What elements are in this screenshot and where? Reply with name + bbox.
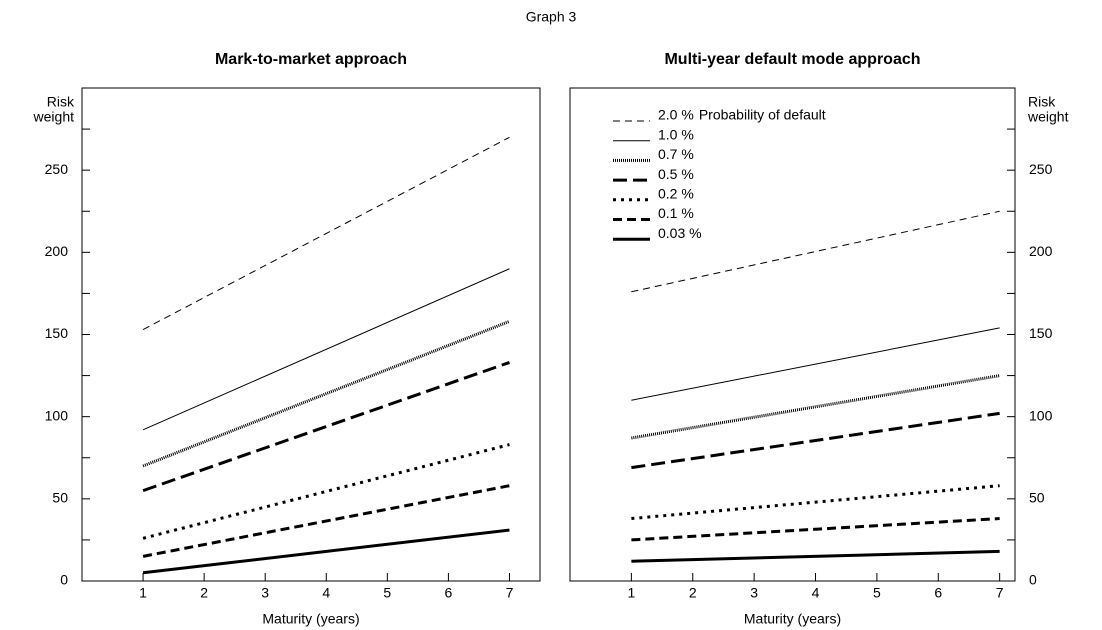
series-line [142,484,510,558]
x-tick-label: 2 [200,585,208,601]
legend-label: 1.0 % [658,126,694,142]
legend-label: 0.03 % [658,225,702,241]
x-tick-label: 5 [873,585,881,601]
y-tick-label: 50 [1029,490,1045,506]
legend-label: 0.5 % [658,166,694,182]
legend-label: 0.1 % [658,205,694,221]
plot-frame [81,87,541,582]
chart-title: Mark-to-market approach [215,51,407,68]
y-tick-label: 200 [45,243,69,259]
y-axis-label: weight [1027,109,1069,125]
x-tick-label: 1 [139,585,147,601]
x-tick-label: 5 [383,585,391,601]
series-line [142,443,510,540]
y-axis-label: Risk [47,94,75,110]
series-line [142,361,510,493]
series-line [142,319,511,468]
legend-label: 0.2 % [658,186,694,202]
y-tick-label: 100 [1029,407,1053,423]
x-tick-label: 4 [322,585,330,601]
x-tick-label: 6 [934,585,942,601]
chart-title: Multi-year default mode approach [664,51,920,68]
series-line [631,549,1000,563]
plot-frame [569,87,1016,582]
y-tick-label: 50 [52,490,68,506]
x-axis-label: Maturity (years) [744,611,841,627]
series-line [631,327,1000,401]
y-tick-label: 150 [1029,325,1053,341]
y-tick-label: 0 [1029,572,1037,588]
series-line [631,484,1000,521]
y-axis-label: weight [33,109,75,125]
y-axis-label: Risk [1028,94,1056,110]
y-tick-label: 0 [60,572,68,588]
series-line [142,268,510,431]
x-tick-label: 3 [261,585,269,601]
x-tick-label: 1 [627,585,635,601]
legend-label: 0.7 % [658,146,694,162]
legend-note: Probability of default [699,107,826,123]
y-tick-label: 250 [1029,161,1053,177]
series-line [631,517,1000,542]
legend-label: 2.0 % [658,107,694,123]
series-line [142,136,510,331]
x-tick-label: 2 [689,585,697,601]
x-tick-label: 6 [445,585,453,601]
x-tick-label: 7 [506,585,514,601]
series-line [631,210,1000,293]
y-tick-label: 100 [45,407,69,423]
x-axis-label: Maturity (years) [262,611,359,627]
series-line [142,528,510,575]
figure-title: Graph 3 [526,9,577,25]
y-tick-label: 150 [45,325,69,341]
y-tick-label: 250 [45,161,69,177]
x-tick-label: 7 [996,585,1004,601]
y-tick-label: 200 [1029,243,1053,259]
series-line [631,374,1000,440]
series-line [631,411,1000,470]
x-tick-label: 3 [750,585,758,601]
x-tick-label: 4 [812,585,820,601]
